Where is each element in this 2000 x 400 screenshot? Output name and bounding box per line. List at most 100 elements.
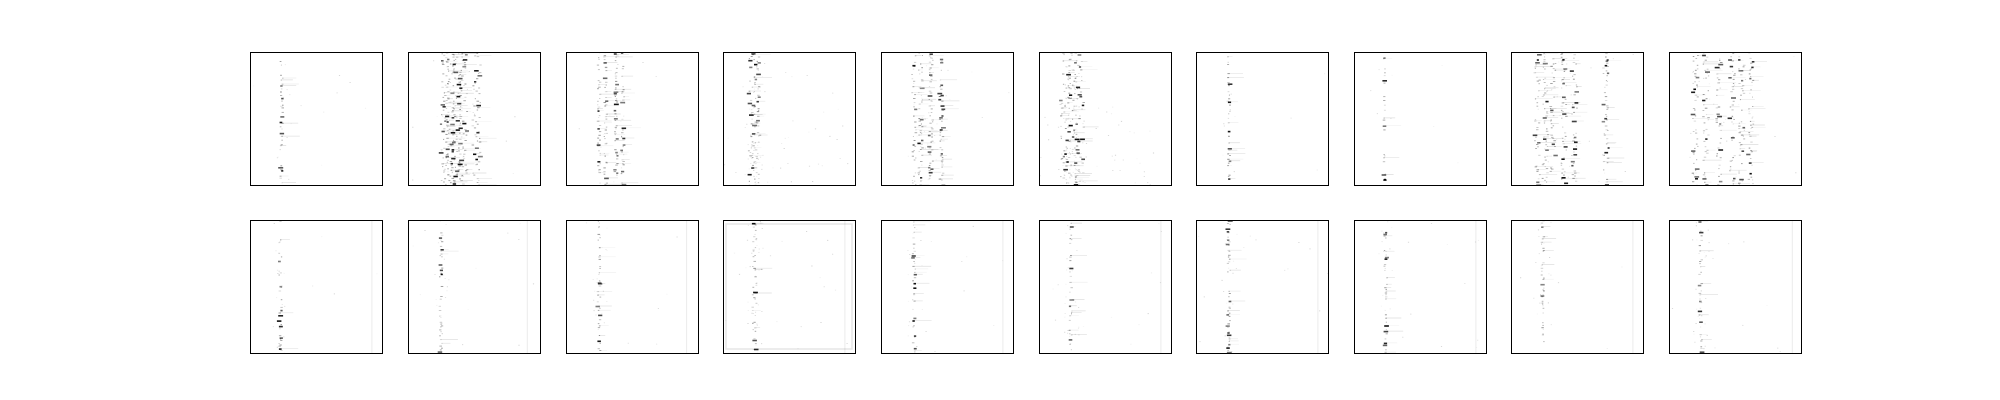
heatmap-cell [1390, 118, 1392, 119]
heatmap-cell [1740, 121, 1743, 123]
heatmap-cell [459, 114, 462, 116]
heatmap-cell [472, 172, 474, 174]
heatmap-cell [820, 322, 822, 323]
heatmap-cell [941, 162, 943, 164]
heatmap-cell [441, 285, 443, 287]
heatmap-cell [598, 294, 605, 296]
heatmap-cell [913, 115, 915, 117]
heatmap-cell [443, 138, 445, 140]
heatmap-cell [1749, 120, 1752, 122]
heatmap-cell [918, 92, 925, 93]
heatmap-cell [913, 317, 917, 320]
heatmap-cell [1690, 132, 1692, 134]
heatmap-cell [912, 64, 916, 67]
heatmap-cell [281, 100, 283, 102]
heatmap-cell [419, 294, 421, 296]
heatmap-cell [602, 134, 604, 135]
heatmap-cell [278, 242, 280, 244]
heatmap-cell [1074, 162, 1078, 164]
heatmap-cell [1065, 149, 1068, 151]
heatmap-cell [1074, 181, 1077, 183]
heatmap-cell [452, 141, 456, 144]
heatmap-cell [455, 120, 460, 122]
heatmap-cell [1733, 74, 1736, 76]
heatmap-cell [467, 169, 473, 170]
heatmap-cell [827, 239, 829, 241]
heatmap-cell [920, 94, 922, 96]
heatmap-cell [911, 257, 915, 259]
heatmap-cell [931, 133, 933, 135]
heatmap-cell [456, 117, 458, 119]
heatmap-cell [279, 121, 283, 124]
heatmap-cells [1370, 57, 1459, 181]
heatmap-cell [1385, 329, 1387, 330]
heatmap-cell [1069, 176, 1071, 178]
heatmap-cell [453, 110, 463, 111]
heatmap-panel [566, 52, 699, 186]
heatmap-cell [1717, 106, 1721, 108]
heatmap-cell [754, 149, 758, 151]
heatmap-cell [1706, 152, 1709, 154]
heatmap-cell [754, 167, 758, 169]
heatmap-cell [1150, 272, 1153, 274]
heatmap-cell [1729, 65, 1734, 68]
heatmap-cell [1557, 282, 1560, 284]
heatmap-cell [505, 140, 507, 142]
heatmap-cell [446, 161, 448, 163]
heatmap-cell [440, 253, 443, 255]
heatmap-cell [914, 351, 916, 353]
heatmap-cell [1550, 108, 1567, 109]
heatmap-cell [616, 54, 619, 56]
heatmap-cell [1605, 114, 1607, 116]
heatmap-cell [1703, 159, 1722, 161]
heatmap-cell [453, 130, 461, 132]
heatmap-cell [1074, 77, 1076, 79]
heatmap-cell [927, 134, 931, 137]
heatmap-cell [460, 142, 475, 144]
heatmap-cell [1070, 174, 1072, 176]
heatmap-cell [1750, 120, 1755, 122]
heatmap-cell [605, 182, 608, 184]
heatmap-cell [1541, 241, 1552, 243]
heatmap-cell [930, 112, 933, 113]
heatmap-cell [760, 222, 762, 224]
heatmap-cell [749, 66, 753, 69]
heatmap-cell [441, 342, 443, 344]
heatmap-cell [1383, 265, 1386, 267]
heatmap-cell [919, 118, 929, 119]
heatmap-cell [1075, 169, 1077, 171]
heatmap-cell [441, 53, 443, 55]
heatmap-cell [276, 157, 278, 159]
heatmap-cell [468, 71, 470, 72]
heatmap-cell [615, 88, 632, 90]
heatmap-cell [1728, 77, 1732, 79]
heatmap-cell [1067, 330, 1069, 331]
heatmap-cell [605, 81, 608, 83]
heatmap-cell [1550, 109, 1554, 112]
heatmap-cell [476, 182, 479, 183]
heatmap-cell [1717, 115, 1722, 118]
heatmap-cell [1560, 109, 1563, 111]
heatmap-cell [280, 144, 283, 146]
heatmap-cell [1541, 177, 1544, 179]
heatmap-cell [1081, 104, 1085, 107]
heatmap-cell [758, 248, 760, 250]
heatmap-cell [1564, 135, 1567, 137]
heatmap-cell [447, 171, 449, 173]
heatmap-cell [464, 96, 467, 98]
heatmap-cell [1543, 94, 1559, 96]
heatmap-cell [1536, 184, 1542, 185]
heatmap-cell [1383, 157, 1385, 159]
heatmap-cell [1695, 225, 1697, 227]
heatmap-cell [439, 321, 443, 323]
heatmap-cell [279, 285, 283, 288]
heatmap-cell [1795, 172, 1797, 174]
heatmap-cell [452, 110, 454, 111]
heatmap-cell [598, 256, 601, 258]
heatmap-cell [1543, 277, 1545, 279]
heatmap-cell [1542, 278, 1545, 280]
heatmap-cell [751, 294, 754, 296]
heatmap-cell [1539, 174, 1558, 175]
heatmap-cell [1793, 56, 1795, 57]
heatmap-cell [615, 125, 618, 127]
